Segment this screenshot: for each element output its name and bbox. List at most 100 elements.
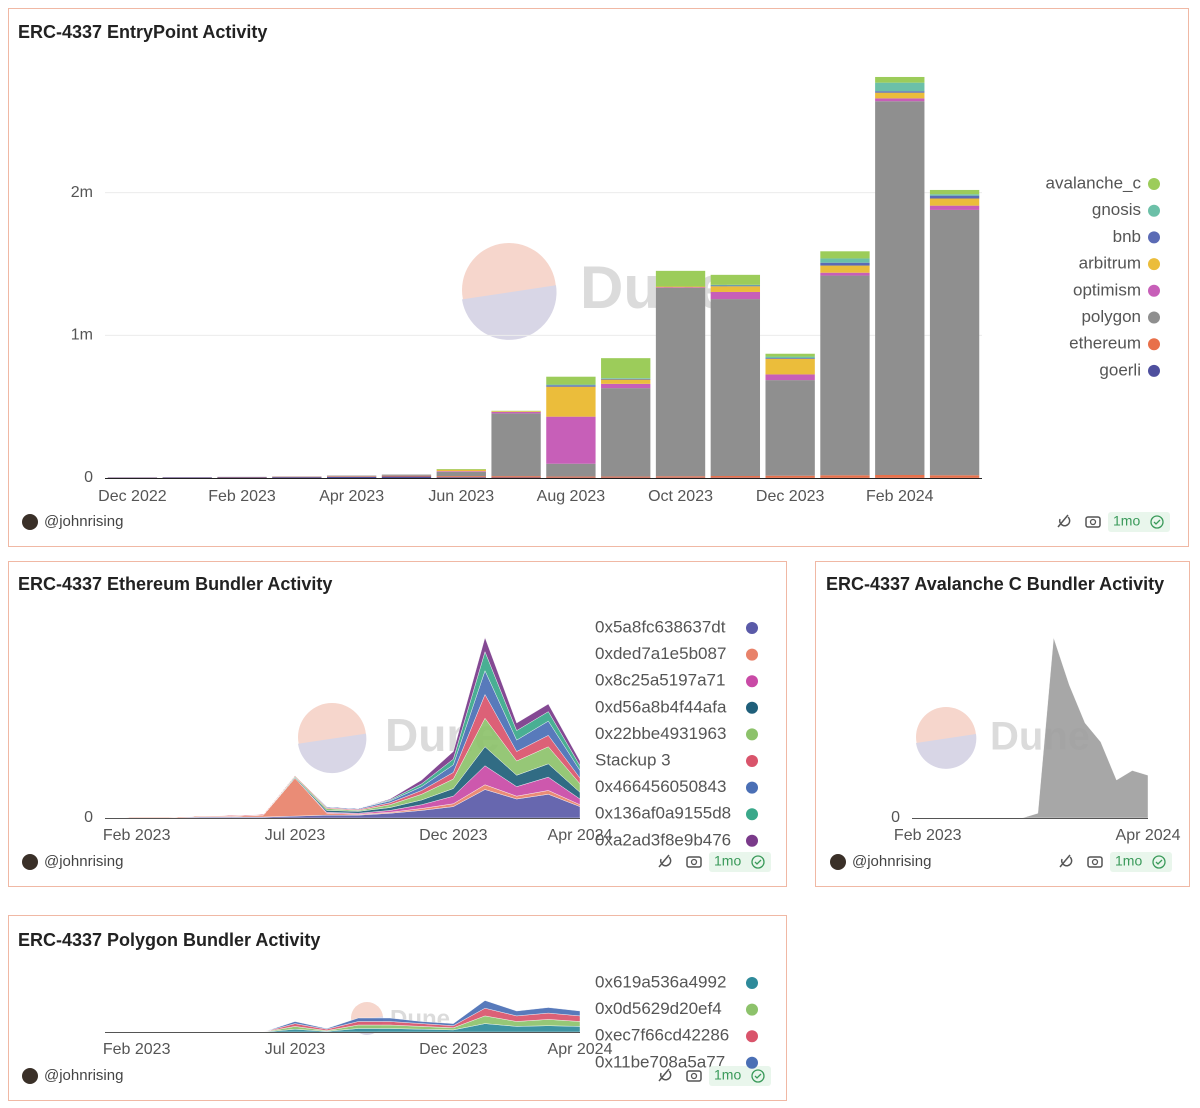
- bar-segment: [875, 76, 925, 83]
- legend-swatch: [746, 808, 758, 821]
- chart: ERC-4337 Polygon Bundler ActivityDuneFeb…: [18, 930, 771, 1086]
- bar-segment: [655, 476, 706, 478]
- check-icon: [1152, 855, 1166, 869]
- bar-segment: [820, 272, 870, 276]
- camera-icon: [1089, 518, 1097, 526]
- bar-segment: [546, 416, 596, 464]
- bar-segment: [929, 194, 980, 196]
- bar-segment: [491, 413, 541, 477]
- legend-swatch: [746, 1056, 758, 1069]
- bar-segment: [710, 299, 761, 477]
- legend-label: avalanche_c: [1046, 173, 1142, 192]
- chart: ERC-4337 Ethereum Bundler ActivityDune0F…: [18, 574, 771, 872]
- bar-segment: [491, 476, 541, 478]
- legend-label: 0x0d5629d20ef4: [595, 999, 722, 1018]
- bar-segment: [381, 475, 432, 477]
- legend-label: 0x5a8fc638637dt: [595, 617, 726, 636]
- legend-label: 0x136af0a9155d8: [595, 804, 731, 823]
- legend: 0x5a8fc638637dt 0xded7a1e5b087 0x8c25a5197…: [595, 617, 731, 849]
- legend-label: gnosis: [1092, 200, 1141, 219]
- legend-swatch: [746, 834, 758, 847]
- chart-title: ERC-4337 Avalanche C Bundler Activity: [826, 574, 1164, 594]
- y-tick-label: 0: [891, 809, 900, 826]
- legend-label: bnb: [1113, 227, 1141, 246]
- x-tick-label: Dec 2023: [756, 488, 825, 505]
- bar-segment: [655, 287, 706, 477]
- bar-segment: [546, 463, 596, 477]
- bar-segment: [491, 411, 541, 412]
- bar-segment: [875, 92, 925, 99]
- author: @johnrising: [44, 853, 123, 870]
- bar-segment: [436, 477, 486, 478]
- camera-icon: [686, 1070, 702, 1082]
- bar-segment: [436, 476, 486, 478]
- legend-swatch: [1148, 364, 1160, 377]
- bar-segment: [601, 358, 651, 379]
- bar-segment: [929, 205, 980, 210]
- legend-swatch: [1148, 284, 1160, 297]
- bar-segment: [710, 286, 761, 292]
- watermark-logo: [462, 285, 557, 340]
- x-tick-label: Apr 2024: [548, 827, 613, 844]
- legend-swatch: [746, 622, 758, 634]
- legend-label: 0x11be708a5a77: [595, 1052, 725, 1071]
- legend-swatch: [1148, 178, 1160, 190]
- legend-label: goerli: [1099, 360, 1141, 379]
- legend-swatch: [1148, 338, 1160, 351]
- y-tick-label: 0: [84, 469, 93, 486]
- legend-swatch: [746, 701, 758, 714]
- bar-segment: [162, 477, 212, 478]
- bar-segment: [710, 476, 761, 478]
- x-tick-label: Jun 2023: [428, 488, 494, 505]
- bar-segment: [655, 286, 706, 288]
- bar-segment: [381, 476, 432, 478]
- legend-label: Stackup 3: [595, 750, 671, 769]
- bar-segment: [765, 358, 815, 359]
- bar-segment: [820, 275, 870, 476]
- legend-label: 0x619a536a4992: [595, 972, 726, 991]
- bar-segment: [601, 378, 651, 379]
- bar-segment: [546, 376, 596, 385]
- bar-segment: [820, 475, 870, 478]
- bar-segment: [655, 287, 706, 288]
- legend-label: optimism: [1073, 280, 1141, 299]
- check-icon: [751, 855, 765, 869]
- bar-segment: [601, 476, 651, 478]
- watermark-logo: [916, 734, 977, 769]
- bar-segment: [765, 353, 815, 357]
- bar-segment: [710, 285, 761, 287]
- panel: [8, 561, 787, 887]
- bar-segment: [326, 476, 377, 477]
- bar-segment: [929, 209, 980, 476]
- bar-segment: [601, 388, 651, 477]
- age-label: 1mo: [1113, 513, 1140, 529]
- bar-segment: [820, 251, 870, 259]
- bar-segment: [272, 477, 322, 478]
- avatar: [22, 1068, 38, 1084]
- x-tick-label: Dec 2022: [98, 488, 167, 505]
- author: @johnrising: [44, 1067, 123, 1084]
- bar-segment: [381, 474, 432, 476]
- author: @johnrising: [44, 513, 123, 530]
- bar-segment: [820, 265, 870, 273]
- check-icon: [1155, 859, 1163, 865]
- y-tick-label: 1m: [71, 327, 93, 344]
- camera-icon: [1085, 516, 1101, 528]
- legend-swatch: [1148, 231, 1160, 244]
- bar-segment: [546, 476, 596, 478]
- bar-segment: [326, 476, 377, 478]
- bar-segment: [875, 475, 925, 478]
- legend-label: polygon: [1081, 307, 1141, 326]
- bar-segment: [710, 274, 761, 285]
- x-tick-label: Feb 2023: [103, 827, 171, 844]
- legend-swatch: [746, 675, 758, 688]
- y-tick-label: 0: [84, 809, 93, 826]
- camera-icon: [1091, 858, 1099, 866]
- legend-swatch: [746, 755, 758, 767]
- avatar: [22, 514, 38, 530]
- panel: [8, 8, 1189, 547]
- avatar: [830, 854, 846, 870]
- age-label: 1mo: [714, 853, 741, 869]
- bar-segment: [491, 411, 541, 414]
